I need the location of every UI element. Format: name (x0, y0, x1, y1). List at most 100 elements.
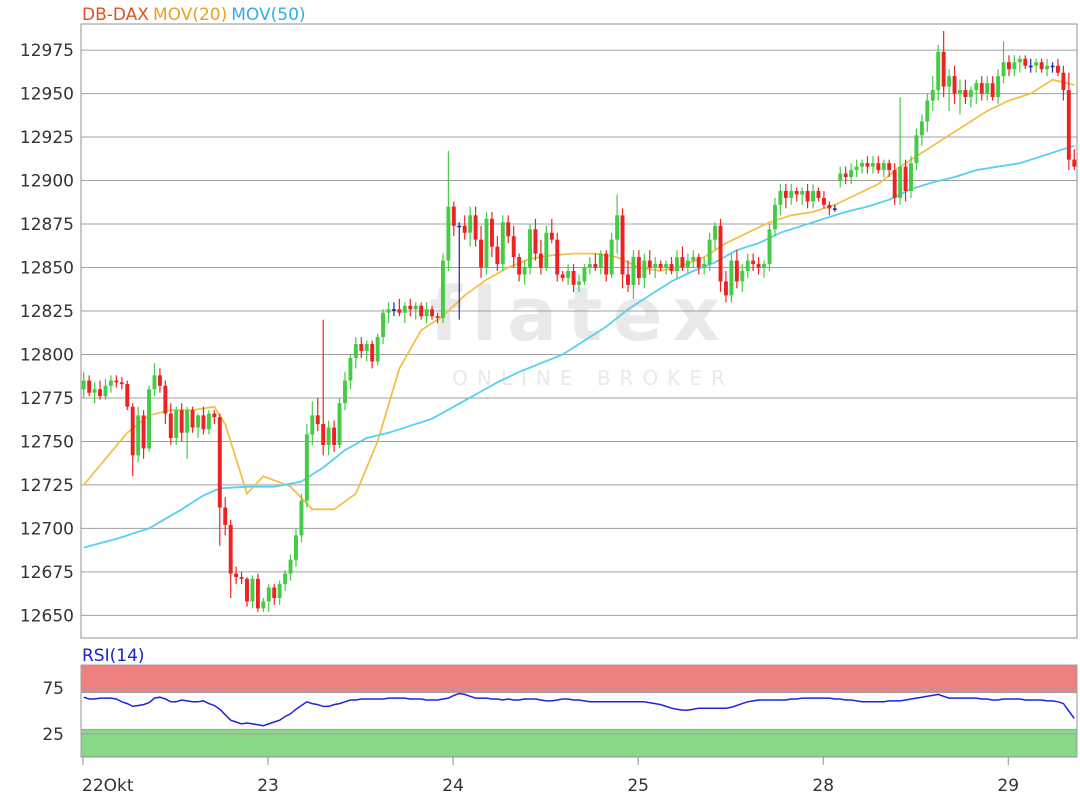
candle (440, 253, 445, 324)
candle (566, 264, 571, 285)
candle-body (277, 584, 282, 598)
candle-body (419, 305, 424, 317)
candle (261, 597, 266, 612)
candle-body (212, 413, 217, 418)
candle (310, 401, 315, 445)
candle-body (179, 410, 184, 433)
candle-body (386, 309, 391, 313)
candle (87, 375, 92, 397)
candle (549, 218, 554, 244)
price-tick-label: 12975 (20, 41, 74, 61)
x-tick-label: 28 (812, 776, 834, 796)
candle-body (756, 264, 761, 268)
candle (228, 519, 233, 598)
candle (979, 76, 984, 101)
candle (772, 197, 777, 237)
candle (375, 333, 380, 365)
candle (419, 302, 424, 320)
candle (587, 257, 592, 275)
candle (473, 206, 478, 247)
candle (185, 406, 190, 459)
candle (723, 270, 728, 303)
candle-body (1001, 62, 1006, 77)
candle-body (468, 215, 473, 233)
candle (762, 260, 767, 278)
candle (919, 114, 924, 146)
candle-body (669, 264, 674, 271)
candle-body (772, 204, 777, 230)
candle (881, 159, 886, 178)
candle-body (119, 382, 124, 385)
candle (664, 260, 669, 275)
candle-body (98, 389, 103, 397)
candle (136, 406, 141, 463)
candle (1066, 72, 1071, 171)
candle (821, 190, 826, 209)
candle-body (261, 601, 266, 609)
candle-body (936, 51, 941, 91)
candle-body (598, 253, 603, 268)
candle-body (370, 344, 375, 362)
candle (462, 215, 467, 240)
candle-body (375, 337, 380, 362)
candle-body (947, 76, 952, 87)
candle-body (723, 281, 728, 296)
candle (277, 580, 282, 605)
candle (571, 264, 576, 292)
candle (174, 406, 179, 445)
candle (468, 206, 473, 247)
candle (729, 253, 734, 303)
candle (702, 257, 707, 275)
candle-body (310, 415, 315, 435)
candle-body (925, 100, 930, 122)
candle (430, 305, 435, 320)
candle (658, 260, 663, 271)
candle (1061, 65, 1066, 101)
candle-body (304, 434, 309, 501)
candle-body (691, 257, 696, 261)
candle (533, 218, 538, 261)
candle (811, 184, 815, 209)
candle (718, 218, 723, 292)
candle-body (702, 264, 707, 268)
candle (348, 354, 353, 390)
candle (620, 208, 625, 289)
candle (288, 554, 293, 581)
rsi-tick-label: 75 (42, 679, 64, 699)
candle-body (299, 500, 304, 536)
candle-body (125, 384, 130, 407)
candle (653, 257, 658, 278)
candle-body (887, 163, 892, 171)
candle (827, 201, 832, 216)
candle (457, 222, 462, 320)
candle-body (865, 163, 870, 167)
x-tick-label: 22Okt (82, 776, 134, 796)
candle-body (234, 573, 239, 578)
candle (337, 397, 342, 449)
candle-body (359, 344, 364, 352)
candle-body (430, 309, 435, 317)
candle (952, 65, 957, 105)
candle (816, 187, 821, 202)
candle-body (854, 166, 859, 171)
candle (544, 225, 549, 271)
candle-body (789, 190, 794, 198)
candle (255, 573, 260, 612)
price-panel-frame (80, 23, 1078, 639)
candle (958, 79, 962, 115)
candle-body (489, 218, 494, 247)
candle (326, 420, 331, 456)
candle-body (685, 260, 690, 268)
candle-body (239, 577, 244, 579)
rsi-title: RSI(14) (82, 646, 145, 666)
candle-body (566, 270, 571, 278)
candle-body (484, 218, 489, 268)
candle (898, 97, 903, 205)
candle (391, 302, 396, 317)
candle (767, 224, 772, 271)
candle-body (1007, 62, 1011, 70)
candle-body (762, 264, 767, 268)
candle-body (511, 236, 516, 258)
candle-body (1012, 62, 1017, 70)
